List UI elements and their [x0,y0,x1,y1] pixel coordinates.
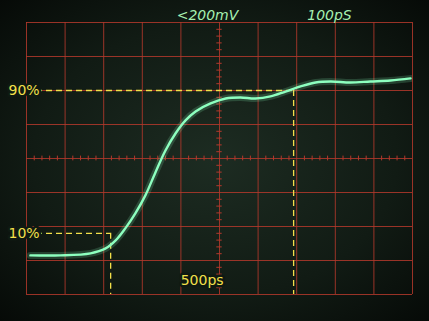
svg-text:100pS: 100pS [307,7,352,23]
svg-text:500ps: 500ps [181,272,224,288]
svg-text:10%: 10% [9,225,40,241]
svg-text:<200mV: <200mV [177,7,240,23]
svg-text:90%: 90% [9,82,40,98]
